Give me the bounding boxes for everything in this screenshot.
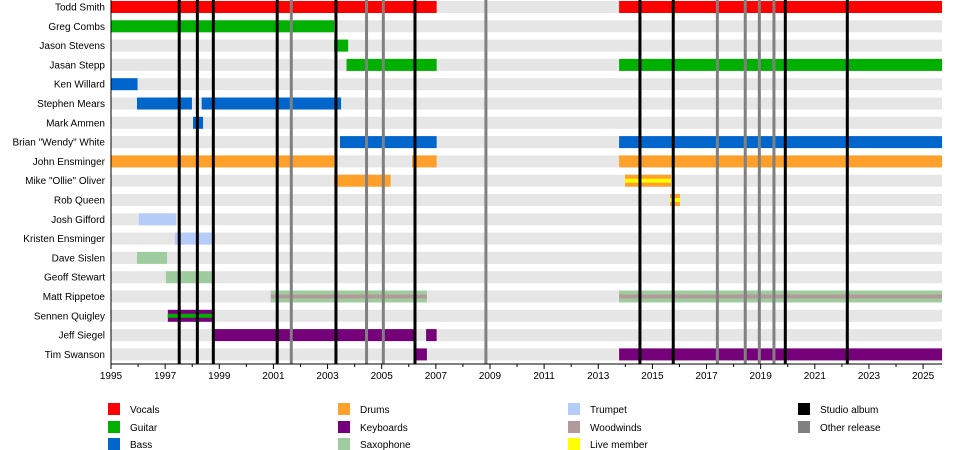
row-background [111,309,943,322]
bar-drums [334,174,391,187]
member-label: Stephen Mears [37,99,105,110]
x-tick-label: 1999 [208,371,231,382]
member-label: Rob Queen [54,196,105,207]
bar-trumpet [174,232,214,245]
bar-vocals [111,1,437,13]
x-tick-label: 2013 [587,371,610,382]
member-label: Jeff Siegel [58,331,105,342]
bar-bass [619,136,943,149]
x-tick-label: 1997 [154,371,177,382]
member-label: Jasan Stepp [49,60,105,71]
member-label: Sennen Quigley [34,311,105,322]
member-label: Dave Sislen [52,253,105,264]
row-background [111,194,943,206]
legend-label: Bass [130,440,152,450]
legend-swatch-live-member [568,438,580,450]
row-background [111,232,943,245]
x-tick-label: 1995 [100,371,123,382]
x-tick-label: 2015 [641,371,664,382]
stripe-live-member [625,178,672,183]
legend-swatch-studio-album [798,403,810,415]
bar-keyboards [211,329,415,342]
x-tick-label: 2017 [695,371,718,382]
x-tick-label: 2001 [262,371,285,382]
legend-label: Drums [360,405,389,416]
legend-swatch-bass [108,438,120,450]
member-label: John Ensminger [33,157,106,168]
bar-bass [136,97,192,110]
stripe-woodwinds [270,294,427,299]
bar-bass [340,136,437,149]
member-label: Kristen Ensminger [23,234,105,245]
bar-keyboards [414,348,427,361]
legend-label: Guitar [130,423,158,434]
member-label: Geoff Stewart [44,273,105,284]
bar-bass [201,97,342,110]
member-label: Greg Combs [48,22,105,33]
bar-vocals [619,1,943,13]
x-tick-label: 2005 [371,371,394,382]
bar-guitar [619,58,943,71]
member-label: Mark Ammen [46,118,105,129]
row-background [111,78,943,91]
bar-drums [619,155,943,168]
x-tick-label: 2011 [533,371,555,382]
x-tick-label: 2025 [912,371,935,382]
bar-drums [412,155,437,168]
legend-label: Saxophone [360,440,411,450]
member-label: Josh Gifford [51,215,105,226]
row-background [111,213,943,226]
x-tick-label: 2009 [479,371,502,382]
bar-keyboards [619,348,943,361]
row-background [111,39,943,52]
legend-swatch-saxophone [338,438,350,450]
bar-guitar [346,58,437,71]
member-label: Mike "Ollie" Oliver [25,176,106,187]
row-background [111,174,943,187]
legend-swatch-guitar [108,421,120,433]
stripe-live-member [669,198,681,202]
bar-bass [111,78,138,91]
x-tick-label: 2019 [750,371,773,382]
member-label: Ken Willard [54,80,105,91]
x-tick-label: 2007 [425,371,448,382]
bar-trumpet [138,213,176,226]
bar-saxophone [165,271,214,284]
x-tick-label: 2003 [316,371,339,382]
bar-guitar [334,39,349,52]
stripe-woodwinds [619,294,943,299]
bar-drums [111,155,335,168]
member-label: Brian "Wendy" White [12,138,105,149]
legend-label: Woodwinds [590,423,642,434]
legend-swatch-keyboards [338,421,350,433]
legend-label: Trumpet [590,405,627,416]
legend-swatch-trumpet [568,403,580,415]
member-label: Tim Swanson [45,350,105,361]
member-label: Jason Stevens [39,41,105,52]
x-tick-label: 2023 [858,371,881,382]
bar-saxophone [136,251,168,264]
legend-swatch-woodwinds [568,421,580,433]
legend-label: Studio album [820,405,878,416]
member-label: Matt Rippetoe [43,292,106,303]
legend-label: Vocals [130,405,159,416]
row-background [111,251,943,264]
member-label: Todd Smith [55,3,105,14]
row-background [111,116,943,129]
legend-swatch-other-release [798,421,810,433]
legend-label: Live member [590,440,648,450]
bar-keyboards [426,329,437,342]
legend-swatch-vocals [108,403,120,415]
legend-label: Keyboards [360,423,408,434]
row-background [111,271,943,284]
stripe-guitar [167,313,212,318]
x-tick-label: 2021 [804,371,827,382]
legend-swatch-drums [338,403,350,415]
legend-label: Other release [820,423,881,434]
bar-guitar [111,20,335,33]
